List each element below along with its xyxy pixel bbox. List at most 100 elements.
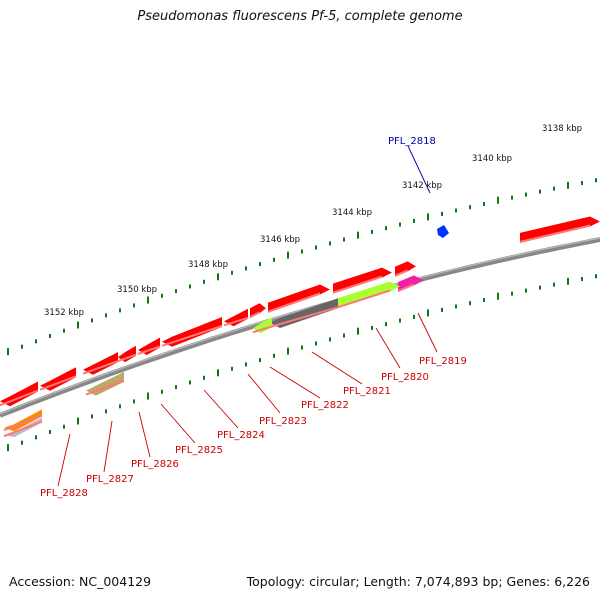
leader-line-3 xyxy=(311,351,363,385)
inner-tick-31 xyxy=(441,307,443,312)
gene-label-pfl-2825[interactable]: PFL_2825 xyxy=(175,445,223,456)
gene-label-pfl-2820[interactable]: PFL_2820 xyxy=(381,372,429,383)
inner-tick-33 xyxy=(469,301,471,306)
outer-tick-38 xyxy=(539,189,541,194)
inner-tick-24 xyxy=(343,333,345,338)
inner-tick-ring xyxy=(7,274,597,452)
inner-tick-35 xyxy=(497,292,499,300)
gene-pfl-2827-mark-shade xyxy=(85,379,125,396)
inner-tick-41 xyxy=(581,276,583,281)
gene-cds-j-shade xyxy=(82,360,119,375)
gene-label-pfl-2819[interactable]: PFL_2819 xyxy=(419,356,467,367)
inner-tick-0 xyxy=(7,444,9,452)
outer-tick-39 xyxy=(553,186,555,191)
gene-pfl-2822-mark-shade xyxy=(252,325,273,334)
inner-tick-16 xyxy=(231,366,233,371)
inner-tick-26 xyxy=(371,325,373,330)
gene-label-pfl-2827[interactable]: PFL_2827 xyxy=(86,474,134,485)
scale-label-3152: 3152 kbp xyxy=(44,308,84,318)
outer-tick-9 xyxy=(133,303,135,308)
outer-tick-8 xyxy=(119,308,121,313)
gene-cds-b-shade xyxy=(394,269,408,277)
inner-tick-29 xyxy=(413,314,415,319)
outer-tick-2 xyxy=(35,339,37,344)
scale-label-3146: 3146 kbp xyxy=(260,235,300,245)
gene-label-pfl-2824[interactable]: PFL_2824 xyxy=(217,430,265,441)
outer-tick-15 xyxy=(217,273,219,281)
inner-tick-5 xyxy=(77,417,79,425)
map-title: Pseudomonas fluorescens Pf-5, complete g… xyxy=(137,9,463,24)
gene-cds-i-shade xyxy=(117,353,137,363)
gene-track xyxy=(0,216,600,438)
outer-tick-1 xyxy=(21,344,23,349)
outer-tick-36 xyxy=(511,195,513,200)
outer-tick-40 xyxy=(567,181,569,189)
outer-tick-32 xyxy=(455,208,457,213)
inner-tick-38 xyxy=(539,285,541,290)
gene-cds-e-shade xyxy=(249,311,261,319)
leader-line-9 xyxy=(103,420,113,473)
gene-pfl-2828-mark-shade xyxy=(3,414,43,432)
inner-tick-13 xyxy=(189,380,191,385)
gene-pfl-2819-mark-shade xyxy=(397,283,415,292)
inner-tick-21 xyxy=(301,345,303,350)
gene-label-pfl-2823[interactable]: PFL_2823 xyxy=(259,416,307,427)
outer-tick-41 xyxy=(581,180,583,185)
gene-cds-g xyxy=(162,317,222,347)
inner-tick-6 xyxy=(91,414,93,419)
inner-tick-11 xyxy=(161,389,163,394)
scale-label-3150: 3150 kbp xyxy=(117,285,157,295)
scale-label-3140: 3140 kbp xyxy=(472,154,512,164)
outer-tick-11 xyxy=(161,293,163,298)
inner-tick-3 xyxy=(49,429,51,434)
gene-cds-g-shade xyxy=(161,325,223,347)
backbone-highlight xyxy=(0,237,600,415)
outer-tick-18 xyxy=(259,262,261,267)
gene-cds-f-shade xyxy=(223,316,249,327)
outer-tick-20 xyxy=(287,251,289,259)
gene-cds-i xyxy=(118,345,136,363)
gene-label-pfl-2822[interactable]: PFL_2822 xyxy=(301,400,349,411)
inner-tick-19 xyxy=(273,353,275,358)
inner-tick-40 xyxy=(567,277,569,285)
outer-tick-33 xyxy=(469,205,471,210)
outer-tick-30 xyxy=(427,213,429,221)
inner-tick-30 xyxy=(427,309,429,317)
leader-line-0 xyxy=(407,145,431,194)
gene-label-pfl-2818[interactable]: PFL_2818 xyxy=(388,136,436,147)
outer-tick-0 xyxy=(7,348,9,356)
gene-label-pfl-2821[interactable]: PFL_2821 xyxy=(343,386,391,397)
gene-label-pfl-2828[interactable]: PFL_2828 xyxy=(40,488,88,499)
inner-tick-2 xyxy=(35,435,37,440)
gene-cds-h-shade xyxy=(137,345,161,355)
accession-text: Accession: NC_004129 xyxy=(9,574,152,589)
gene-cds-c-shade xyxy=(332,275,383,294)
gene-cds-k xyxy=(40,367,76,391)
inner-tick-17 xyxy=(245,362,247,367)
leader-line-8 xyxy=(138,411,151,458)
outer-tick-26 xyxy=(371,229,373,234)
outer-tick-7 xyxy=(105,313,107,318)
outer-tick-35 xyxy=(497,196,499,204)
outer-tick-ring xyxy=(7,178,597,356)
inner-tick-42 xyxy=(595,274,597,279)
inner-tick-23 xyxy=(329,337,331,342)
gene-label-pfl-2826[interactable]: PFL_2826 xyxy=(131,459,179,470)
inner-tick-4 xyxy=(63,424,65,429)
inner-tick-15 xyxy=(217,369,219,377)
gene-pfl-2828-mark-b-shade xyxy=(3,420,43,438)
leader-line-1 xyxy=(417,312,438,353)
inner-tick-12 xyxy=(175,385,177,390)
inner-tick-28 xyxy=(399,318,401,323)
inner-tick-8 xyxy=(119,404,121,409)
inner-tick-1 xyxy=(21,440,23,445)
outer-tick-13 xyxy=(189,284,191,289)
outer-tick-22 xyxy=(315,245,317,250)
outer-tick-27 xyxy=(385,226,387,231)
gene-cds-j xyxy=(83,352,118,375)
inner-tick-36 xyxy=(511,291,513,296)
gene-pfl-2820-mark-shade xyxy=(335,289,391,309)
outer-tick-24 xyxy=(343,237,345,242)
outer-tick-16 xyxy=(231,270,233,275)
gene-pfl-2821-mark xyxy=(270,298,338,328)
